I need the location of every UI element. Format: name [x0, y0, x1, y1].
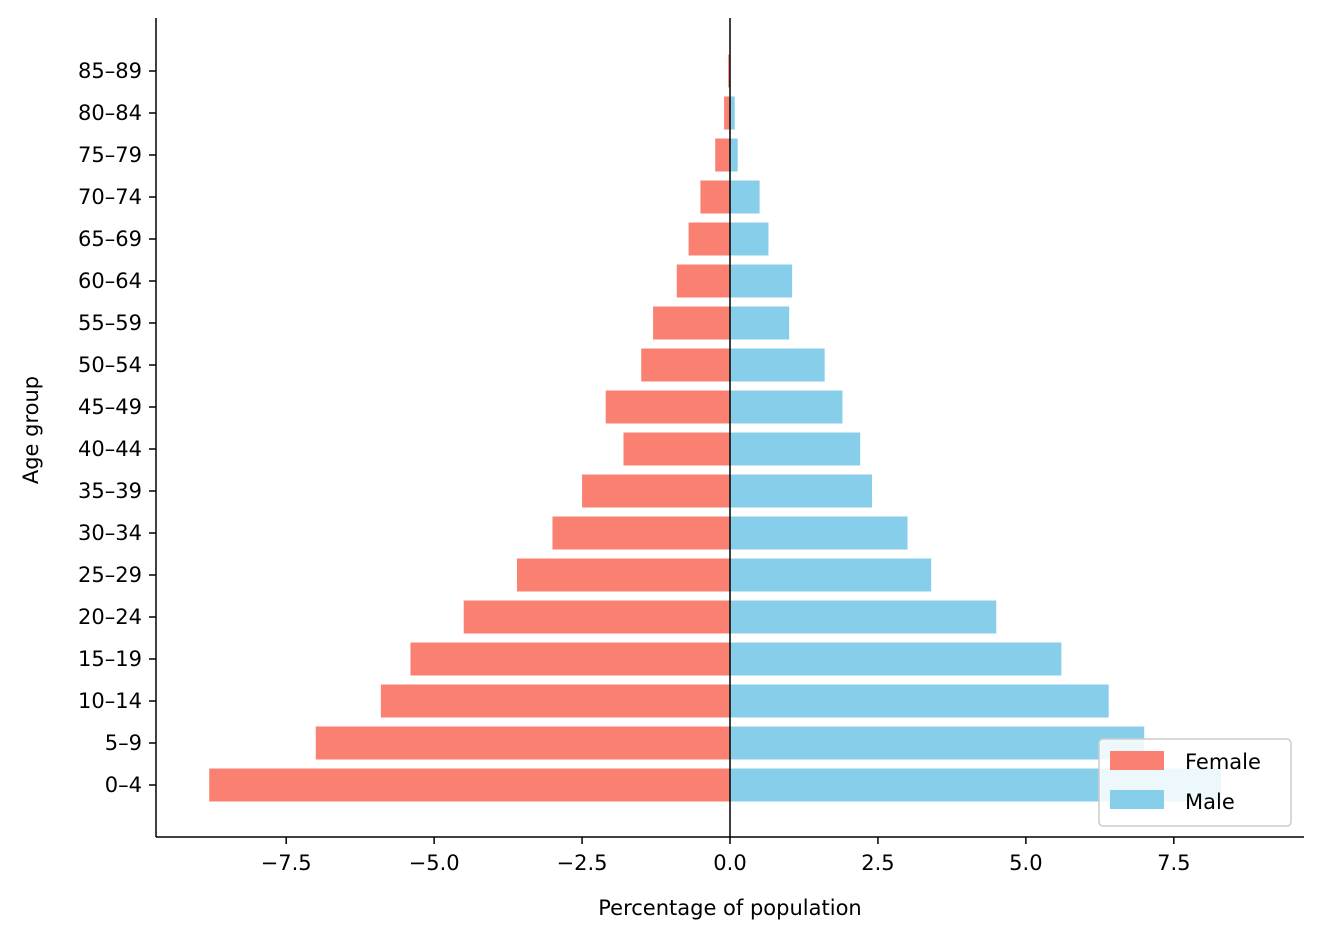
y-tick-label-0: 0–4	[105, 773, 142, 797]
y-axis-title: Age group	[19, 376, 43, 484]
bar-female-16	[724, 96, 730, 130]
x-ticks-layer: −7.5 −5.0 −2.5 0.0 2.5 5.0 7.5	[261, 837, 1191, 875]
x-tick-label-4: 2.5	[861, 851, 894, 875]
y-tick-label-10: 50–54	[78, 353, 142, 377]
bar-male-4	[730, 600, 997, 634]
x-tick-label-5: 5.0	[1009, 851, 1042, 875]
y-tick-label-9: 45–49	[78, 395, 142, 419]
y-tick-label-5: 25–29	[78, 563, 142, 587]
legend-swatch-male	[1110, 790, 1164, 809]
bar-female-6	[552, 516, 730, 550]
bar-male-6	[730, 516, 908, 550]
bar-female-11	[653, 306, 730, 340]
y-tick-label-16: 80–84	[78, 101, 142, 125]
bar-male-3	[730, 642, 1062, 676]
bar-female-1	[315, 726, 730, 760]
bar-male-13	[730, 222, 769, 256]
legend-swatch-female	[1110, 751, 1164, 770]
bar-female-2	[380, 684, 730, 718]
y-tick-label-13: 65–69	[78, 227, 142, 251]
y-tick-label-15: 75–79	[78, 143, 142, 167]
bar-male-11	[730, 306, 790, 340]
y-tick-label-3: 15–19	[78, 647, 142, 671]
x-tick-label-6: 7.5	[1157, 851, 1190, 875]
x-tick-label-1: −5.0	[409, 851, 460, 875]
bar-female-5	[516, 558, 730, 592]
bar-male-15	[730, 138, 738, 172]
y-tick-label-8: 40–44	[78, 437, 142, 461]
bar-female-9	[605, 390, 730, 424]
bar-male-7	[730, 474, 873, 508]
y-tick-label-11: 55–59	[78, 311, 142, 335]
bar-female-4	[463, 600, 730, 634]
bar-female-17	[728, 54, 730, 88]
bar-female-8	[623, 432, 730, 466]
bar-female-10	[641, 348, 730, 382]
y-tick-label-2: 10–14	[78, 689, 142, 713]
y-tick-label-14: 70–74	[78, 185, 142, 209]
legend: Female Male	[1098, 738, 1292, 827]
y-tick-label-7: 35–39	[78, 479, 142, 503]
bar-female-13	[688, 222, 730, 256]
y-ticks-layer: 0–4 5–9 10–14 15–19 20–24 25–29 30–34 35–39 40–4…	[78, 59, 156, 797]
bar-female-15	[715, 138, 730, 172]
y-tick-label-6: 30–34	[78, 521, 142, 545]
bar-male-10	[730, 348, 825, 382]
y-tick-label-1: 5–9	[105, 731, 142, 755]
bar-female-0	[209, 768, 730, 802]
legend-label-female: Female	[1185, 750, 1261, 774]
bar-male-12	[730, 264, 793, 298]
x-tick-label-0: −7.5	[261, 851, 312, 875]
x-axis-title: Percentage of population	[598, 896, 861, 920]
x-tick-label-3: 0.0	[713, 851, 746, 875]
bar-male-2	[730, 684, 1109, 718]
y-tick-label-4: 20–24	[78, 605, 142, 629]
bar-male-14	[730, 180, 760, 214]
bar-female-14	[700, 180, 730, 214]
bar-female-12	[676, 264, 730, 298]
bar-male-16	[730, 96, 735, 130]
bar-male-8	[730, 432, 861, 466]
y-tick-label-17: 85–89	[78, 59, 142, 83]
x-tick-label-2: −2.5	[557, 851, 608, 875]
bar-male-9	[730, 390, 843, 424]
bar-male-5	[730, 558, 932, 592]
bar-female-3	[410, 642, 730, 676]
bar-male-1	[730, 726, 1145, 760]
y-tick-label-12: 60–64	[78, 269, 142, 293]
bar-female-7	[582, 474, 730, 508]
legend-label-male: Male	[1185, 790, 1235, 814]
bars-layer	[209, 54, 1222, 802]
